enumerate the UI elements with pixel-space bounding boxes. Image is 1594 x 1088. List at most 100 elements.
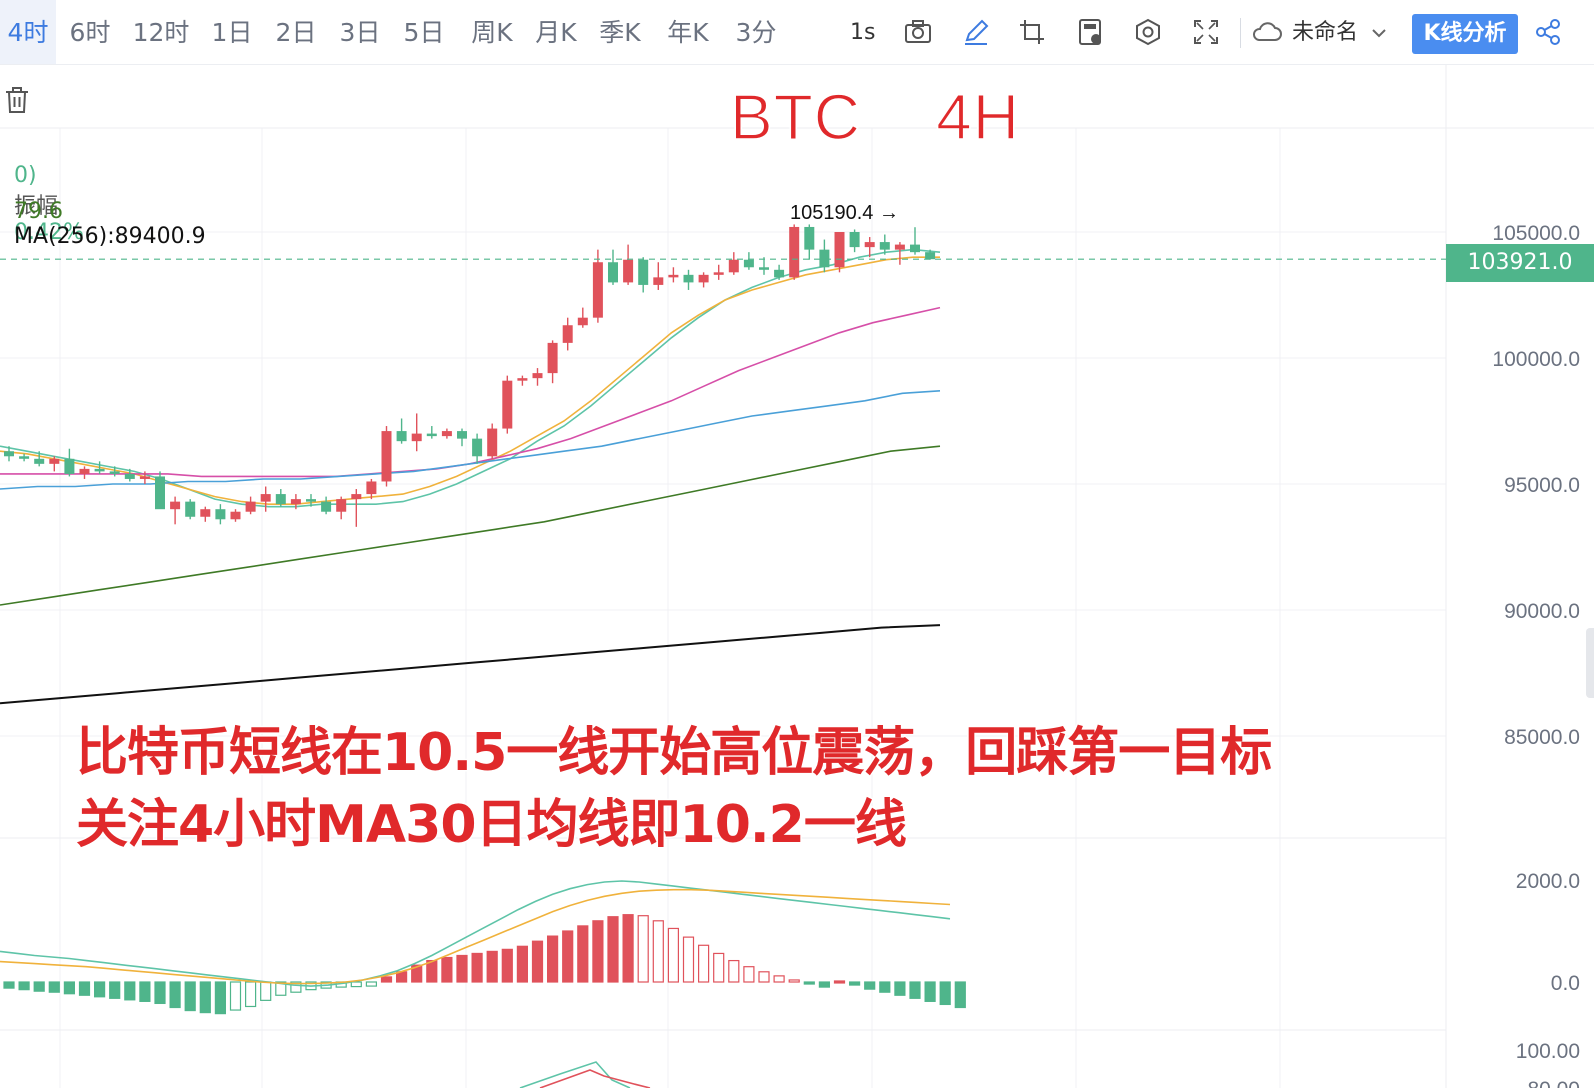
macd-bar-63 bbox=[954, 981, 966, 1009]
candle-body-61 bbox=[925, 252, 936, 260]
cloud-icon[interactable] bbox=[1250, 16, 1284, 48]
calculator-icon[interactable] bbox=[1074, 16, 1106, 48]
layout-name[interactable]: 未命名 bbox=[1292, 20, 1359, 45]
macd-bar-11 bbox=[169, 981, 181, 1009]
candle-body-34 bbox=[517, 378, 528, 381]
timeframe-tab-3[interactable]: 1日 bbox=[211, 18, 253, 47]
rsi-tick-label-1: 80.00 bbox=[1527, 1078, 1580, 1088]
macd-bar-12 bbox=[184, 981, 196, 1012]
candle-body-30 bbox=[457, 431, 467, 439]
kline-analysis-button[interactable]: K线分析 bbox=[1412, 14, 1518, 54]
candlestick-chart[interactable]: 105190.4 → 105000.0 100000.0 95000.0 90000.… bbox=[0, 64, 1594, 1088]
macd-bar-41 bbox=[622, 914, 634, 983]
candle-body-10 bbox=[155, 476, 165, 510]
candle-body-8 bbox=[124, 473, 135, 479]
macd-bar-5 bbox=[78, 981, 91, 996]
high-marker-label: 105190.4 → bbox=[790, 202, 899, 224]
annotation-line-2: 关注4小时MA30日均线即10.2一线 bbox=[75, 794, 909, 857]
macd-bar-10 bbox=[154, 981, 166, 1005]
chevron-down-icon[interactable] bbox=[1370, 24, 1388, 42]
ma-line-5 bbox=[0, 624, 941, 705]
candle-body-1 bbox=[19, 456, 30, 459]
timeframe-tab-10[interactable]: 年K bbox=[667, 18, 709, 47]
candle-body-41 bbox=[623, 259, 634, 283]
macd-bar-52 bbox=[788, 979, 800, 983]
macd-bar-54 bbox=[818, 981, 831, 988]
candle-body-28 bbox=[426, 433, 437, 437]
macd-bar-14 bbox=[214, 981, 226, 1015]
pencil-icon[interactable] bbox=[960, 16, 992, 48]
macd-bar-34 bbox=[516, 945, 529, 983]
macd-bar-50 bbox=[758, 971, 770, 983]
chart-title: BTC 4H bbox=[729, 80, 1020, 154]
macd-bar-9 bbox=[139, 981, 151, 1002]
crop-icon[interactable] bbox=[1016, 16, 1048, 48]
fullscreen-icon[interactable] bbox=[1190, 16, 1222, 48]
candle-body-25 bbox=[381, 431, 392, 482]
timeframe-tab-8[interactable]: 月K bbox=[535, 18, 577, 47]
timeframe-tab-9[interactable]: 季K bbox=[599, 18, 641, 47]
candle-body-37 bbox=[562, 325, 573, 343]
candle-body-7 bbox=[109, 471, 120, 474]
macd-bar-30 bbox=[456, 954, 468, 983]
info-prefix-2: 79.6 bbox=[14, 199, 63, 224]
timeframe-tab-6[interactable]: 5日 bbox=[403, 18, 445, 47]
macd-bar-35 bbox=[531, 940, 544, 983]
camera-icon[interactable] bbox=[902, 16, 934, 48]
share-icon[interactable] bbox=[1532, 16, 1564, 48]
candle-body-56 bbox=[849, 232, 860, 248]
candle-body-48 bbox=[728, 259, 739, 273]
settings-hex-icon[interactable] bbox=[1132, 16, 1164, 48]
macd-bar-56 bbox=[848, 981, 861, 986]
macd-bar-62 bbox=[939, 981, 951, 1006]
candle-body-53 bbox=[804, 226, 815, 250]
candle-body-19 bbox=[290, 499, 301, 505]
grid-lines bbox=[0, 64, 1594, 1088]
macd-bar-28 bbox=[426, 959, 438, 983]
timeframe-tab-1[interactable]: 6时 bbox=[69, 18, 111, 47]
info-line-ma: 79.6 MA(256):89400.9 bbox=[0, 174, 206, 249]
y-tick-label-4: 85000.0 bbox=[1504, 726, 1580, 749]
candle-body-36 bbox=[547, 342, 558, 374]
macd-bar-32 bbox=[486, 950, 498, 983]
macd-bar-53 bbox=[803, 981, 815, 985]
candle-body-58 bbox=[879, 242, 890, 250]
candle-body-50 bbox=[759, 267, 769, 270]
candle-body-45 bbox=[683, 274, 694, 283]
macd-bar-19 bbox=[290, 981, 302, 993]
ma-line-0 bbox=[0, 248, 941, 508]
candle-body-39 bbox=[592, 262, 603, 318]
macd-bar-46 bbox=[697, 944, 710, 983]
macd-bar-33 bbox=[501, 948, 513, 983]
macd-tick-label-1: 0.0 bbox=[1551, 972, 1580, 995]
info-prefix-1: 0) bbox=[14, 163, 37, 188]
candle-body-22 bbox=[336, 499, 347, 512]
candle-body-47 bbox=[713, 272, 724, 275]
timeframe-tab-0[interactable]: 4时 bbox=[0, 0, 56, 64]
trash-icon[interactable] bbox=[2, 84, 32, 116]
macd-bar-24 bbox=[365, 981, 377, 987]
macd-bar-36 bbox=[546, 935, 559, 983]
candle-body-35 bbox=[532, 373, 543, 379]
candle-body-0 bbox=[4, 451, 14, 457]
y-tick-label-2: 95000.0 bbox=[1504, 474, 1580, 497]
candle-body-17 bbox=[260, 494, 271, 502]
timeframe-tab-2[interactable]: 12时 bbox=[132, 18, 190, 47]
y-tick-label-0: 105000.0 bbox=[1492, 222, 1580, 245]
timeframe-tab-11[interactable]: 3分 bbox=[735, 18, 777, 47]
side-panel-handle[interactable] bbox=[1586, 628, 1594, 698]
macd-bar-15 bbox=[229, 981, 242, 1011]
candle-body-32 bbox=[487, 428, 498, 457]
candle-body-26 bbox=[396, 431, 407, 442]
candle-body-60 bbox=[910, 244, 920, 253]
interval-label[interactable]: 1s bbox=[850, 20, 876, 45]
candle-body-6 bbox=[94, 468, 105, 472]
info-line-amplitude: 0) 振幅 0.42% bbox=[0, 138, 84, 245]
macd-bar-17 bbox=[260, 981, 272, 1001]
timeframe-tab-5[interactable]: 3日 bbox=[339, 18, 381, 47]
candle-body-12 bbox=[185, 501, 196, 517]
rsi-line-1 bbox=[519, 1061, 631, 1088]
timeframe-tab-4[interactable]: 2日 bbox=[275, 18, 317, 47]
timeframe-tab-7[interactable]: 周K bbox=[471, 18, 513, 47]
candle-body-55 bbox=[834, 232, 845, 268]
